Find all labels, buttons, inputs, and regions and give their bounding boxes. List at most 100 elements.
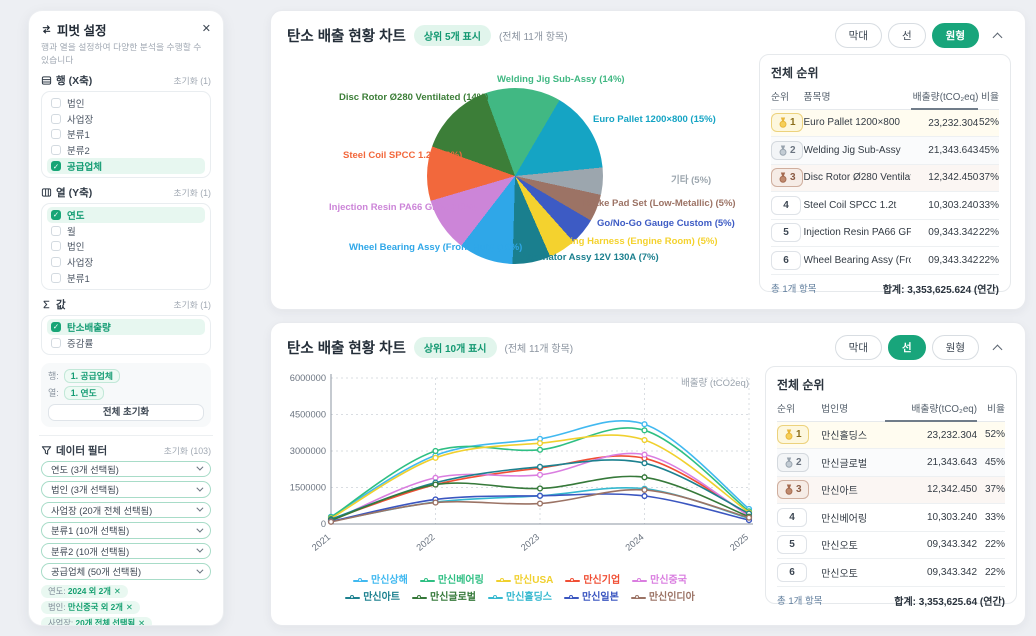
- svg-text:0: 0: [321, 519, 326, 529]
- chart-type-button-막대[interactable]: 막대: [834, 23, 882, 48]
- row-emission-value: 12,342.450: [885, 476, 978, 504]
- top-n-badge: 상위 10개 표시: [413, 337, 497, 358]
- legend-item-만신중국[interactable]: 만신중국: [632, 572, 687, 589]
- filter-dropdown[interactable]: 분류2 (10개 선택됨): [41, 542, 211, 560]
- checkbox[interactable]: ✓: [51, 161, 61, 172]
- legend-item-만신아트[interactable]: 만신아트: [345, 589, 400, 606]
- checkbox-row[interactable]: 분류2: [47, 142, 205, 158]
- tag-label: 사업장:: [48, 618, 74, 626]
- checkbox[interactable]: [51, 129, 61, 140]
- checkbox-row[interactable]: 분류1: [47, 270, 205, 286]
- chart-type-button-원형[interactable]: 원형: [931, 23, 979, 48]
- legend-marker: [419, 576, 435, 585]
- row-name: 만신베어링: [821, 503, 886, 532]
- checkbox[interactable]: ✓: [51, 321, 61, 332]
- table-row: 1 Euro Pallet 1200×800 23,232.304 52%: [771, 109, 999, 137]
- row-ratio: 22%: [977, 558, 1005, 587]
- column-header: 순위: [771, 85, 804, 110]
- checkbox-label: 연도: [67, 210, 85, 222]
- checkbox[interactable]: [51, 145, 61, 156]
- checkbox[interactable]: [51, 337, 61, 348]
- footer-item-count: 총 1개 항목: [771, 284, 817, 295]
- checkbox[interactable]: ✓: [51, 209, 61, 220]
- checkbox[interactable]: [51, 97, 61, 108]
- collapse-chevron-icon[interactable]: [987, 25, 1009, 47]
- checkbox[interactable]: [51, 113, 61, 124]
- rank-badge: 4: [777, 507, 807, 527]
- pivot-icon: [42, 24, 51, 33]
- row-name: 만신오토: [821, 531, 886, 559]
- row-emission-value: 23,232.304: [885, 421, 978, 449]
- line-chart-svg: 0 1500000 3000000 4500000 6000000 2021 2022 202…: [290, 373, 753, 553]
- checkbox-label: 공급업체: [67, 162, 102, 174]
- checkbox-row[interactable]: 법인: [47, 239, 205, 255]
- checkbox-row[interactable]: 법인: [47, 95, 205, 111]
- legend-item-만신글로벌[interactable]: 만신글로벌: [412, 589, 476, 606]
- legend-label: 만신인디아: [648, 592, 695, 603]
- filter-dropdown[interactable]: 분류1 (10개 선택됨): [41, 522, 211, 539]
- checkbox-row[interactable]: 사업장: [47, 111, 205, 127]
- svg-text:2023: 2023: [519, 532, 541, 553]
- checkbox[interactable]: [51, 241, 61, 252]
- filter-tag[interactable]: 사업장: 20개 전체 선택됨 ✕: [41, 616, 153, 626]
- table-row: 4 만신베어링 10,303.240 33%: [777, 503, 1005, 532]
- filter-dropdown[interactable]: 법인 (3개 선택됨): [41, 481, 211, 498]
- filter-tag[interactable]: 법인: 만신중국 외 2개 ✕: [41, 600, 140, 614]
- table-row: 6 Wheel Bearing Assy (Front 09,343.342 22%: [771, 246, 999, 275]
- checkbox-label: 법인: [67, 242, 85, 254]
- legend-item-만신베어링[interactable]: 만신베어링: [419, 572, 484, 589]
- close-icon[interactable]: ✕: [201, 22, 211, 35]
- filter-reset[interactable]: 초기화 (103): [163, 445, 211, 456]
- svg-text:1500000: 1500000: [290, 483, 326, 493]
- section-reset[interactable]: 초기화 (1): [173, 299, 211, 310]
- reset-all-button[interactable]: 전체 초기화: [48, 403, 204, 421]
- checkbox-row[interactable]: 분류1: [47, 127, 205, 143]
- legend-item-만신일본[interactable]: 만신일본: [564, 589, 619, 606]
- checkbox-row[interactable]: 월: [47, 223, 205, 239]
- checkbox-row[interactable]: ✓ 탄소배출량: [47, 318, 205, 335]
- columns-icon: [41, 188, 52, 197]
- tag-remove-icon[interactable]: ✕: [125, 602, 133, 613]
- legend-item-만신홀딩스[interactable]: 만신홀딩스: [488, 589, 552, 606]
- collapse-chevron-icon[interactable]: [987, 337, 1009, 359]
- checkbox-row[interactable]: 사업장: [47, 254, 205, 270]
- column-header[interactable]: 배출량(tCO₂eq): [885, 397, 978, 422]
- checkbox-row[interactable]: 증감률: [47, 335, 205, 351]
- section-header: 열 (Y축) 초기화 (1): [41, 186, 211, 199]
- chart-type-button-선[interactable]: 선: [888, 335, 926, 360]
- legend-item-만신USA[interactable]: 만신USA: [495, 572, 553, 589]
- rank-badge: 5: [777, 535, 807, 555]
- column-header[interactable]: 배출량(tCO₂eq): [910, 85, 979, 110]
- chart-type-button-원형[interactable]: 원형: [931, 335, 979, 360]
- chart-type-buttons: 막대 선 원형: [834, 335, 979, 360]
- checkbox[interactable]: [51, 273, 61, 284]
- chart-type-button-막대[interactable]: 막대: [834, 335, 882, 360]
- checkbox-row[interactable]: ✓ 공급업체: [47, 158, 205, 174]
- tag-remove-icon[interactable]: ✕: [138, 618, 146, 626]
- rank-table: 순위 법인명 배출량(tCO₂eq) 비율 1 만신홀딩스 23,232.304 52% 2 만신…: [777, 397, 1005, 587]
- summary-chip: 1. 연도: [63, 385, 104, 400]
- chart-type-button-선[interactable]: 선: [888, 23, 926, 48]
- summary-label: 행:: [48, 371, 59, 382]
- svg-text:3000000: 3000000: [290, 446, 326, 456]
- filter-dropdown[interactable]: 공급업체 (50개 선택됨): [41, 563, 211, 580]
- section-reset[interactable]: 초기화 (1): [173, 187, 211, 198]
- tag-remove-icon[interactable]: ✕: [113, 586, 121, 597]
- column-header: 비율: [978, 85, 999, 110]
- row-ratio: 52%: [977, 421, 1005, 449]
- checkbox[interactable]: [51, 225, 61, 236]
- filter-dropdown[interactable]: 연도 (3개 선택됨): [41, 460, 211, 478]
- legend-item-만신인디아[interactable]: 만신인디아: [630, 589, 695, 606]
- filter-title: 데이터 필터: [56, 444, 108, 457]
- filter-tag[interactable]: 연도: 2024 외 2개 ✕: [41, 584, 128, 598]
- legend-label: 만신일본: [582, 592, 619, 603]
- rank-badge: 3: [777, 480, 809, 500]
- section-reset[interactable]: 초기화 (1): [173, 76, 211, 86]
- legend-item-만신상해[interactable]: 만신상해: [353, 572, 408, 589]
- rank-badge: 2: [771, 140, 803, 160]
- rows-icon: [41, 76, 52, 85]
- checkbox-row[interactable]: ✓ 연도: [47, 206, 205, 223]
- legend-item-만신기업[interactable]: 만신기업: [565, 572, 620, 589]
- checkbox[interactable]: [51, 257, 61, 268]
- filter-dropdown[interactable]: 사업장 (20개 전체 선택됨): [41, 501, 211, 519]
